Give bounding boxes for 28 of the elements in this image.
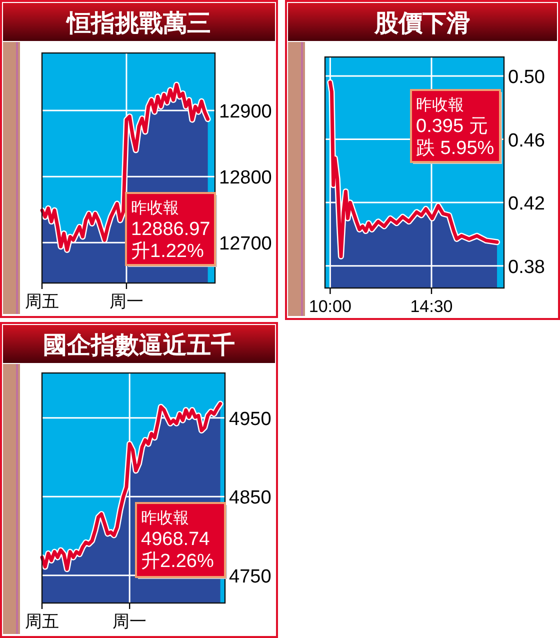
y-tick-label: 0.38 bbox=[508, 256, 545, 278]
chart-title: 國企指數逼近五千 bbox=[43, 332, 235, 359]
x-tick-label: 10:00 bbox=[308, 297, 352, 316]
annotation: 升1.22% bbox=[131, 241, 204, 262]
annotation: 4968.74 bbox=[141, 529, 210, 550]
x-tick-label: 14:30 bbox=[410, 297, 453, 316]
annotation: 昨收報 bbox=[416, 96, 464, 114]
chart-title: 恒指挑戰萬三 bbox=[65, 10, 211, 37]
y-tick-label: 12900 bbox=[219, 102, 272, 122]
y-tick-label: 0.46 bbox=[508, 130, 545, 152]
annotation: 跌 5.95% bbox=[416, 138, 494, 159]
y-tick-label: 0.42 bbox=[508, 194, 545, 215]
y-tick-label: 4850 bbox=[229, 488, 272, 509]
y-tick-label: 0.50 bbox=[508, 66, 545, 88]
annotation: 昨收報 bbox=[131, 199, 179, 217]
x-tick-label: 周一 bbox=[112, 612, 147, 631]
y-tick-label: 12700 bbox=[219, 234, 272, 255]
annotation: 12886.97 bbox=[131, 219, 210, 240]
y-tick-label: 4750 bbox=[229, 566, 272, 588]
x-tick-label: 周五 bbox=[25, 612, 59, 631]
y-tick-label: 12800 bbox=[219, 168, 272, 189]
annotation: 升2.26% bbox=[141, 551, 214, 572]
x-tick-label: 周一 bbox=[109, 292, 144, 311]
annotation: 0.395 元 bbox=[416, 116, 488, 137]
x-tick-label: 周五 bbox=[25, 292, 59, 311]
chart-title: 股價下滑 bbox=[374, 10, 470, 37]
y-tick-label: 4950 bbox=[229, 408, 272, 430]
annotation: 昨收報 bbox=[141, 509, 189, 527]
